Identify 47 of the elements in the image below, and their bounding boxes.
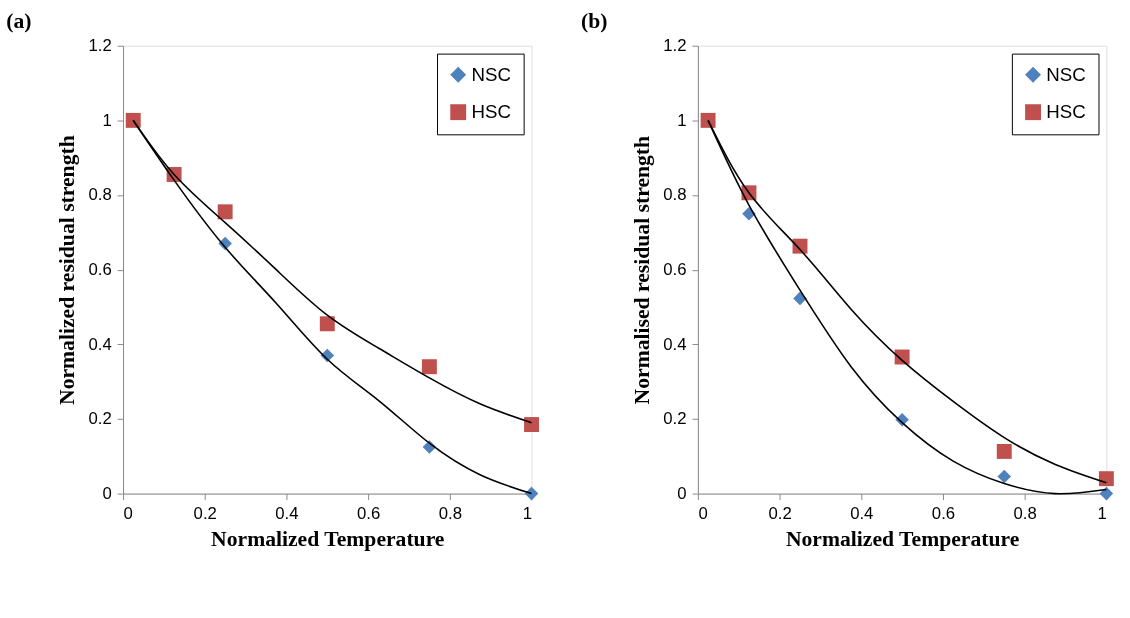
x-tick-label: 0.8 [438, 503, 462, 523]
y-tick-label: 0.2 [663, 409, 687, 429]
x-tick-label: 1 [1097, 503, 1107, 523]
point [319, 316, 335, 332]
y-tick-label: 0 [677, 484, 687, 504]
y-tick-label: 0.4 [88, 334, 112, 354]
y-tick-label: 0.4 [663, 334, 687, 354]
x-tick-label: 0.4 [275, 503, 299, 523]
point [997, 469, 1012, 484]
x-tick-label: 1 [522, 503, 533, 523]
y-tick-label: 1.2 [88, 36, 112, 56]
y-tick-label: 1 [102, 110, 112, 130]
y-tick-label: 0.2 [88, 409, 112, 429]
point [742, 206, 756, 221]
x-tick-label: 0.4 [850, 503, 874, 523]
y-tick-label: 0.6 [663, 260, 687, 280]
point [700, 112, 716, 128]
point [1099, 486, 1114, 501]
legend-label: HSC [471, 101, 511, 123]
x-axis-title: Normalized Temperature [785, 527, 1020, 552]
y-tick-label: 1.2 [663, 36, 687, 56]
y-tick-label: 0.8 [663, 185, 687, 205]
y-axis-title: Normalised residual strength [629, 135, 654, 405]
x-tick-label: 0 [698, 503, 708, 523]
chart-title: (b) [581, 9, 608, 34]
point [1098, 471, 1114, 487]
x-axis-title: Normalized Temperature [211, 527, 445, 552]
x-tick-label: 0.2 [768, 503, 792, 523]
point [524, 417, 539, 433]
chart-title: (a) [6, 9, 32, 34]
x-tick-label: 0.8 [1013, 503, 1037, 523]
legend-label: NSC [1046, 63, 1086, 85]
legend-label: NSC [471, 63, 511, 85]
point [421, 359, 437, 375]
y-tick-label: 0.6 [88, 260, 112, 280]
legend-label: HSC [1046, 101, 1086, 123]
x-tick-label: 0.6 [931, 503, 956, 523]
y-axis-title: Normalized residual strength [54, 135, 79, 406]
point [217, 204, 233, 220]
y-tick-label: 0 [102, 484, 112, 504]
x-tick-label: 0.2 [193, 503, 217, 523]
y-tick-label: 0.8 [88, 185, 112, 205]
point [996, 443, 1012, 459]
point [125, 112, 141, 128]
y-tick-label: 1 [677, 110, 687, 130]
x-tick-label: 0 [123, 503, 133, 523]
x-tick-label: 0.6 [357, 503, 381, 523]
